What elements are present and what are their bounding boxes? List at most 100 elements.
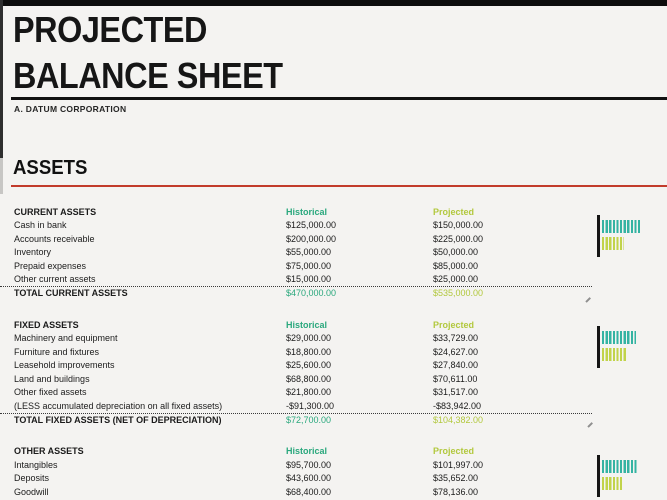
total-historical-value: $470,000.00 — [286, 288, 337, 299]
row-label: Machinery and equipment — [14, 333, 118, 344]
table-row: Land and buildings $68,800.00 $70,611.00 — [0, 372, 667, 386]
total-row: TOTAL CURRENT ASSETS $470,000.00 $535,00… — [0, 286, 667, 301]
table-header-row: OTHER ASSETS Historical Projected — [0, 445, 667, 459]
total-row: TOTAL FIXED ASSETS (NET OF DEPRECIATION)… — [0, 413, 667, 428]
sparkline-projected-bar — [602, 477, 622, 490]
row-label: Furniture and fixtures — [14, 346, 100, 357]
left-edge-light-line — [0, 158, 3, 194]
top-edge-bar — [0, 0, 667, 6]
projected-value: $101,997.00 — [433, 459, 484, 470]
historical-value: $29,000.00 — [286, 333, 332, 344]
current-assets-sparkline — [597, 215, 640, 257]
table-header-row: CURRENT ASSETS Historical Projected — [0, 205, 667, 219]
projected-value: $85,000.00 — [433, 260, 479, 271]
historical-value: $55,000.00 — [286, 247, 332, 258]
row-label: Other fixed assets — [14, 387, 87, 398]
historical-value: $18,800.00 — [286, 346, 332, 357]
table-row: Furniture and fixtures $18,800.00 $24,62… — [0, 345, 667, 359]
sparkline-axis — [597, 455, 600, 497]
total-separator-dotted-line — [0, 412, 592, 414]
table-row: Other fixed assets $21,800.00 $31,517.00 — [0, 386, 667, 400]
total-separator-dotted-line — [0, 286, 592, 287]
historical-value: $25,600.00 — [286, 360, 332, 371]
projected-value: -$83,942.00 — [433, 400, 482, 411]
sparkline-projected-bar — [602, 237, 624, 250]
historical-value: $68,800.00 — [286, 373, 332, 384]
current-assets-table: CURRENT ASSETS Historical Projected Cash… — [0, 205, 667, 301]
sparkline-historical-bar — [602, 220, 640, 233]
projected-value: $25,000.00 — [433, 274, 479, 285]
page-title-line2: BALANCE SHEET — [13, 55, 283, 96]
sparkline-axis — [597, 215, 600, 257]
projected-value: $78,136.00 — [433, 486, 479, 497]
projected-value: $150,000.00 — [433, 220, 484, 231]
projected-value: $35,652.00 — [433, 473, 479, 484]
table-row: Goodwill $68,400.00 $78,136.00 — [0, 485, 667, 499]
historical-value: -$91,300.00 — [286, 400, 335, 411]
projected-value: $27,840.00 — [433, 360, 479, 371]
title-underline — [11, 97, 667, 100]
historical-column-header: Historical — [286, 319, 328, 330]
table-row: Machinery and equipment $29,000.00 $33,7… — [0, 332, 667, 346]
sparkline-projected-bar — [602, 348, 627, 361]
historical-column-header: Historical — [286, 206, 328, 217]
table-row: (LESS accumulated depreciation on all fi… — [0, 399, 667, 413]
historical-value: $15,000.00 — [286, 274, 332, 285]
historical-value: $21,800.00 — [286, 387, 332, 398]
projected-value: $24,627.00 — [433, 346, 479, 357]
left-edge-dark-line — [0, 0, 3, 158]
historical-value: $43,600.00 — [286, 473, 332, 484]
table-row: Other current assets $15,000.00 $25,000.… — [0, 273, 667, 287]
table-title: OTHER ASSETS — [14, 446, 84, 457]
historical-column-header: Historical — [286, 446, 328, 457]
sparkline-axis — [597, 326, 600, 368]
table-header-row: FIXED ASSETS Historical Projected — [0, 318, 667, 332]
total-projected-value: $104,382.00 — [433, 414, 484, 425]
row-label: (LESS accumulated depreciation on all fi… — [14, 400, 223, 411]
row-label: Goodwill — [14, 486, 49, 497]
table-row: Accounts receivable $200,000.00 $225,000… — [0, 232, 667, 246]
row-label: Cash in bank — [14, 220, 67, 231]
row-label: Prepaid expenses — [14, 260, 87, 271]
other-assets-sparkline — [597, 455, 638, 497]
sparkline-historical-bar — [602, 460, 638, 473]
fixed-assets-table: FIXED ASSETS Historical Projected Machin… — [0, 318, 667, 427]
table-title: CURRENT ASSETS — [14, 206, 97, 217]
table-row: Inventory $55,000.00 $50,000.00 — [0, 246, 667, 260]
other-assets-table: OTHER ASSETS Historical Projected Intang… — [0, 445, 667, 499]
table-row: Cash in bank $125,000.00 $150,000.00 — [0, 219, 667, 233]
assets-heading-rule — [11, 185, 667, 187]
total-projected-value: $535,000.00 — [433, 288, 484, 299]
historical-value: $75,000.00 — [286, 260, 332, 271]
row-label: Leasehold improvements — [14, 360, 115, 371]
projected-value: $70,611.00 — [433, 373, 478, 384]
row-label: Other current assets — [14, 274, 96, 285]
page-title-line1: PROJECTED — [13, 9, 207, 50]
projected-column-header: Projected — [433, 206, 475, 217]
table-row: Prepaid expenses $75,000.00 $85,000.00 — [0, 259, 667, 273]
projected-value: $33,729.00 — [433, 333, 479, 344]
projected-value: $225,000.00 — [433, 233, 484, 244]
fixed-assets-sparkline — [597, 326, 636, 368]
total-historical-value: $72,700.00 — [286, 414, 332, 425]
row-label: Deposits — [14, 473, 50, 484]
historical-value: $200,000.00 — [286, 233, 337, 244]
table-row: Intangibles $95,700.00 $101,997.00 — [0, 458, 667, 472]
row-label: Inventory — [14, 247, 52, 258]
total-label: TOTAL FIXED ASSETS (NET OF DEPRECIATION) — [14, 414, 222, 425]
historical-value: $95,700.00 — [286, 459, 332, 470]
historical-value: $125,000.00 — [286, 220, 337, 231]
total-label: TOTAL CURRENT ASSETS — [14, 288, 128, 299]
projected-column-header: Projected — [433, 446, 475, 457]
projected-column-header: Projected — [433, 319, 475, 330]
table-row: Leasehold improvements $25,600.00 $27,84… — [0, 359, 667, 373]
company-name: A. DATUM CORPORATION — [14, 104, 127, 114]
row-label: Accounts receivable — [14, 233, 95, 244]
row-label: Intangibles — [14, 459, 58, 470]
projected-value: $50,000.00 — [433, 247, 479, 258]
assets-section-heading: ASSETS — [13, 157, 88, 179]
row-label: Land and buildings — [14, 373, 90, 384]
projected-value: $31,517.00 — [433, 387, 479, 398]
table-title: FIXED ASSETS — [14, 319, 79, 330]
historical-value: $68,400.00 — [286, 486, 332, 497]
